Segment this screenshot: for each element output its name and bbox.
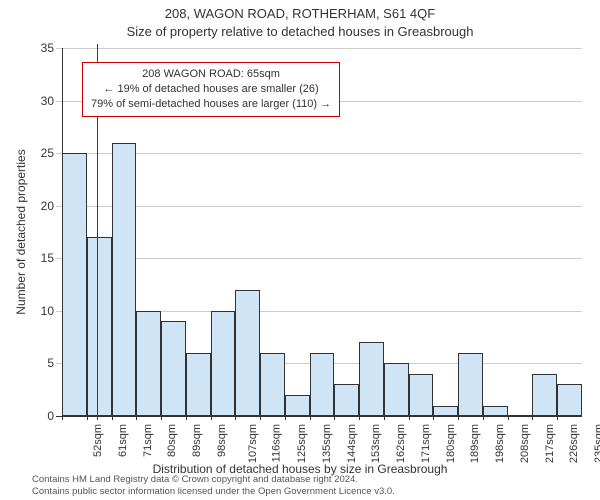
y-tick-label: 10 bbox=[26, 304, 54, 318]
histogram-bar bbox=[136, 311, 161, 416]
x-tick-mark bbox=[409, 416, 410, 420]
footer-line2: Contains public sector information licen… bbox=[32, 486, 395, 498]
histogram-bar bbox=[62, 153, 87, 416]
x-tick-mark bbox=[285, 416, 286, 420]
x-tick-mark bbox=[260, 416, 261, 420]
x-tick-mark bbox=[136, 416, 137, 420]
histogram-bar bbox=[186, 353, 211, 416]
x-tick-label: 61sqm bbox=[117, 424, 129, 457]
x-tick-mark bbox=[112, 416, 113, 420]
x-tick-mark bbox=[359, 416, 360, 420]
histogram-bar bbox=[161, 321, 186, 416]
footer-line1: Contains HM Land Registry data © Crown c… bbox=[32, 474, 395, 486]
x-tick-label: 89sqm bbox=[191, 424, 203, 457]
x-tick-label: 135sqm bbox=[321, 424, 333, 463]
chart-title-line1: 208, WAGON ROAD, ROTHERHAM, S61 4QF bbox=[0, 6, 600, 21]
x-tick-label: 217sqm bbox=[544, 424, 556, 463]
histogram-bar bbox=[359, 342, 384, 416]
histogram-bar bbox=[557, 384, 582, 416]
x-tick-mark bbox=[186, 416, 187, 420]
x-tick-mark bbox=[87, 416, 88, 420]
histogram-bar bbox=[334, 384, 359, 416]
x-tick-mark bbox=[557, 416, 558, 420]
histogram-bar bbox=[87, 237, 112, 416]
x-tick-label: 107sqm bbox=[247, 424, 259, 463]
y-tick-label: 35 bbox=[26, 41, 54, 55]
x-tick-mark bbox=[483, 416, 484, 420]
x-tick-mark bbox=[310, 416, 311, 420]
y-tick-label: 0 bbox=[26, 409, 54, 423]
histogram-bar bbox=[409, 374, 434, 416]
x-tick-label: 98sqm bbox=[216, 424, 228, 457]
x-tick-mark bbox=[211, 416, 212, 420]
x-tick-mark bbox=[384, 416, 385, 420]
x-tick-label: 125sqm bbox=[296, 424, 308, 463]
plot-area: 05101520253035 208 WAGON ROAD: 65sqm ← 1… bbox=[62, 48, 582, 416]
x-tick-label: 171sqm bbox=[420, 424, 432, 463]
x-tick-label: 144sqm bbox=[346, 424, 358, 463]
x-tick-label: 52sqm bbox=[92, 424, 104, 457]
x-tick-label: 208sqm bbox=[519, 424, 531, 463]
x-tick-mark bbox=[508, 416, 509, 420]
histogram-bar bbox=[532, 374, 557, 416]
histogram-bar bbox=[112, 143, 137, 416]
x-tick-label: 180sqm bbox=[445, 424, 457, 463]
x-tick-mark bbox=[458, 416, 459, 420]
x-tick-mark bbox=[433, 416, 434, 420]
x-tick-label: 235sqm bbox=[593, 424, 600, 463]
y-tick-label: 25 bbox=[26, 146, 54, 160]
x-tick-label: 198sqm bbox=[494, 424, 506, 463]
y-axis-label: Number of detached properties bbox=[14, 149, 28, 314]
chart-container: 208, WAGON ROAD, ROTHERHAM, S61 4QF Size… bbox=[0, 0, 600, 500]
histogram-bar bbox=[384, 363, 409, 416]
y-tick-label: 30 bbox=[26, 94, 54, 108]
x-tick-mark bbox=[235, 416, 236, 420]
chart-title-line2: Size of property relative to detached ho… bbox=[0, 24, 600, 39]
x-tick-mark bbox=[334, 416, 335, 420]
annotation-line1: 208 WAGON ROAD: 65sqm bbox=[91, 67, 331, 82]
gridline bbox=[56, 416, 582, 417]
x-tick-label: 153sqm bbox=[371, 424, 383, 463]
x-tick-label: 189sqm bbox=[470, 424, 482, 463]
histogram-bar bbox=[260, 353, 285, 416]
annotation-box: 208 WAGON ROAD: 65sqm ← 19% of detached … bbox=[82, 62, 340, 117]
y-tick-label: 5 bbox=[26, 356, 54, 370]
attribution-footer: Contains HM Land Registry data © Crown c… bbox=[32, 474, 395, 498]
x-tick-label: 226sqm bbox=[569, 424, 581, 463]
x-tick-label: 80sqm bbox=[166, 424, 178, 457]
x-tick-label: 116sqm bbox=[271, 424, 283, 462]
x-tick-mark bbox=[62, 416, 63, 420]
annotation-line2: ← 19% of detached houses are smaller (26… bbox=[91, 82, 331, 97]
x-tick-mark bbox=[532, 416, 533, 420]
x-tick-label: 162sqm bbox=[395, 424, 407, 463]
histogram-bar bbox=[310, 353, 335, 416]
histogram-bar bbox=[235, 290, 260, 416]
histogram-bar bbox=[458, 353, 483, 416]
annotation-line3: 79% of semi-detached houses are larger (… bbox=[91, 97, 331, 112]
histogram-bar bbox=[211, 311, 236, 416]
y-tick-label: 15 bbox=[26, 251, 54, 265]
histogram-bar bbox=[285, 395, 310, 416]
y-tick-label: 20 bbox=[26, 199, 54, 213]
x-tick-mark bbox=[161, 416, 162, 420]
x-axis-line bbox=[62, 415, 582, 416]
x-tick-label: 71sqm bbox=[142, 424, 154, 457]
